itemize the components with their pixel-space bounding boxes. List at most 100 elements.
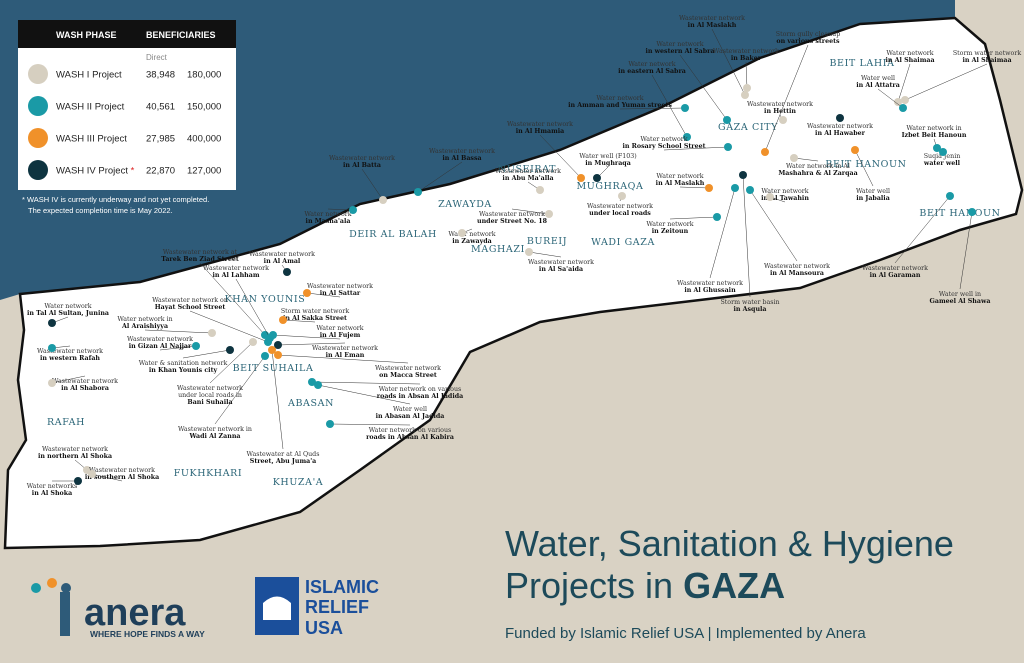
project-label-line: Wastewater network on — [152, 297, 228, 304]
project-label-line: Wastewater network in — [178, 426, 252, 433]
project-label-line: in eastern Al Sabra — [618, 68, 686, 75]
project-label-line: Water network — [44, 303, 91, 310]
leader-line — [745, 61, 748, 89]
project-label-line: Wastewater network — [479, 211, 545, 218]
leader-line — [144, 329, 213, 334]
region-label: WADI GAZA — [591, 237, 655, 248]
leader-line — [272, 334, 341, 340]
project-label-line: Wastewater network — [862, 265, 928, 272]
project-dot — [74, 477, 82, 485]
project-dot — [946, 192, 954, 200]
project-label: Water network in Al Mashahra & Al Zarqaa — [778, 163, 857, 177]
project-label-line: Water network — [640, 136, 687, 143]
legend-subheader: Direct — [146, 53, 168, 62]
leader-line — [904, 63, 988, 101]
project-label-line: Wastewater network — [249, 251, 315, 258]
legend-name: WASH II Project — [56, 102, 125, 113]
leader-line — [894, 195, 951, 264]
project-label: Storm gully cleanup on various streets — [776, 31, 840, 45]
project-label-line: Al Araishiyya — [121, 323, 168, 330]
project-label-line: in western Rafah — [40, 355, 100, 362]
project-label-line: Water network — [628, 61, 675, 68]
project-label: Water & sanitation network in Khan Younis… — [139, 360, 228, 374]
project-label-line: water well — [923, 160, 961, 167]
leader-line — [528, 251, 562, 258]
project-label-line: in Asqula — [733, 306, 766, 313]
project-dot — [593, 174, 601, 182]
project-dot — [894, 98, 902, 106]
project-label-line: in Al Bassa — [442, 155, 481, 162]
project-label-line: in Al Fujem — [320, 332, 361, 339]
project-label-line: Water network — [761, 188, 808, 195]
legend-name: WASH III Project — [56, 134, 127, 145]
leader-line — [317, 384, 411, 405]
project-dot — [933, 144, 941, 152]
project-label-line: in Al Maslakh — [656, 180, 705, 187]
project-dot — [577, 174, 585, 182]
project-label: Water network in Zawayda — [448, 231, 495, 245]
project-label: Water network in Tal Al Sultan, Junina — [27, 303, 109, 317]
project-label-line: Water network in — [117, 316, 172, 323]
project-label-line: Water network — [886, 50, 933, 57]
project-dot — [274, 341, 282, 349]
region-label: NUSEIRAT — [498, 164, 556, 175]
legend-note: * WASH IV is currently underway and not … — [22, 195, 209, 204]
project-label-line: in Al Tawahin — [761, 195, 809, 202]
project-label-line: under local roads — [589, 210, 651, 217]
project-label: Wastewater network in southern Al Shoka — [85, 467, 159, 481]
project-dot — [279, 316, 287, 324]
region-label: BEIT LAHIA — [829, 58, 894, 69]
leader-line — [277, 354, 409, 364]
leader-line — [679, 186, 710, 189]
project-label-line: Wastewater network — [127, 336, 193, 343]
project-label: Wastewater network in northern Al Shoka — [38, 446, 112, 460]
project-label-line: in Khan Younis city — [149, 367, 218, 374]
project-label: Water network in Al Fujem — [316, 325, 363, 339]
project-label: Wastewater network in Al Bassa — [429, 148, 495, 162]
legend-header — [18, 20, 236, 48]
project-label: Water network in Zeitoun — [646, 221, 693, 235]
project-dot — [851, 146, 859, 154]
project-label-line: Wastewater network — [587, 203, 653, 210]
project-dot — [939, 148, 947, 156]
project-dot — [268, 346, 276, 354]
leader-line — [361, 168, 384, 201]
leader-line — [189, 310, 269, 343]
legend-direct: 38,948 — [146, 70, 175, 81]
legend-header-text: WASH PHASE — [56, 30, 117, 40]
project-dot — [274, 351, 282, 359]
project-dot — [731, 184, 739, 192]
project-label: Wastewater network in Al Lahham — [203, 265, 269, 279]
leader-line — [329, 423, 411, 426]
leader-line — [417, 161, 463, 193]
islamic-relief-logo: ISLAMIC RELIEF USA — [255, 577, 379, 638]
anera-logo: anera WHERE HOPE FINDS A WAY — [31, 578, 205, 639]
project-label-line: in Al Shaimaa — [885, 57, 934, 64]
project-label-line: in Abasan Al Jadida — [376, 413, 445, 420]
project-label-line: Water well in — [939, 291, 981, 298]
project-dot — [48, 379, 56, 387]
title: Water, Sanitation & Hygiene — [505, 523, 954, 564]
project-label-line: on various streets — [776, 38, 840, 45]
project-dot — [723, 116, 731, 124]
project-label: Water network in Al Tawahin — [761, 188, 809, 202]
project-label: Wastewater network in Al Batta — [329, 155, 395, 169]
region-label: MUGHRAQA — [576, 181, 643, 192]
project-label-line: Water network — [656, 41, 703, 48]
legend-total: 180,000 — [187, 70, 221, 81]
project-label: Wastewater network on Hayat School Street — [152, 297, 228, 311]
region-label: KHUZA'A — [273, 477, 324, 488]
project-label: Water well in Al Attatra — [856, 75, 900, 89]
project-label-line: Wastewater network — [807, 123, 873, 130]
project-dot — [269, 331, 277, 339]
leader-line — [235, 278, 271, 339]
project-label-line: Wastewater network — [42, 446, 108, 453]
project-label-line: in Gizan Al Najjar — [129, 343, 192, 350]
project-label-line: under Street No. 18 — [477, 218, 548, 225]
project-label: Water well in Abasan Al Jadida — [376, 406, 445, 420]
project-label-line: Wastewater network — [679, 15, 745, 22]
project-label-line: Wastewater network — [429, 148, 495, 155]
logo-shape — [61, 583, 71, 593]
leader-line — [327, 208, 354, 211]
